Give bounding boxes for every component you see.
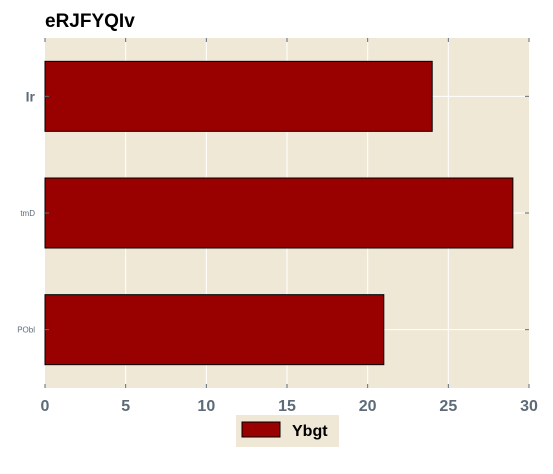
legend-swatch (241, 421, 281, 438)
y-tick-label: Ir (26, 88, 36, 104)
x-tick-label: 30 (520, 398, 538, 415)
chart-title: eRJFYQIv (45, 11, 135, 32)
x-tick-label: 5 (121, 398, 130, 415)
legend-label: Ybgt (292, 423, 328, 440)
y-axis: Ir tmD PObl (17, 88, 529, 335)
y-tick-label: tmD (20, 209, 35, 218)
y-tick-label: PObl (17, 326, 35, 335)
legend: Ybgt (236, 415, 339, 447)
x-tick-label: 10 (197, 398, 215, 415)
x-axis: 0 5 10 15 20 25 30 (41, 38, 538, 415)
bar (44, 294, 385, 366)
x-tick-label: 25 (439, 398, 457, 415)
x-tick-label: 0 (41, 398, 50, 415)
bar (44, 177, 514, 249)
x-tick-label: 15 (278, 398, 296, 415)
x-tick-label: 20 (359, 398, 377, 415)
bar (44, 60, 433, 132)
